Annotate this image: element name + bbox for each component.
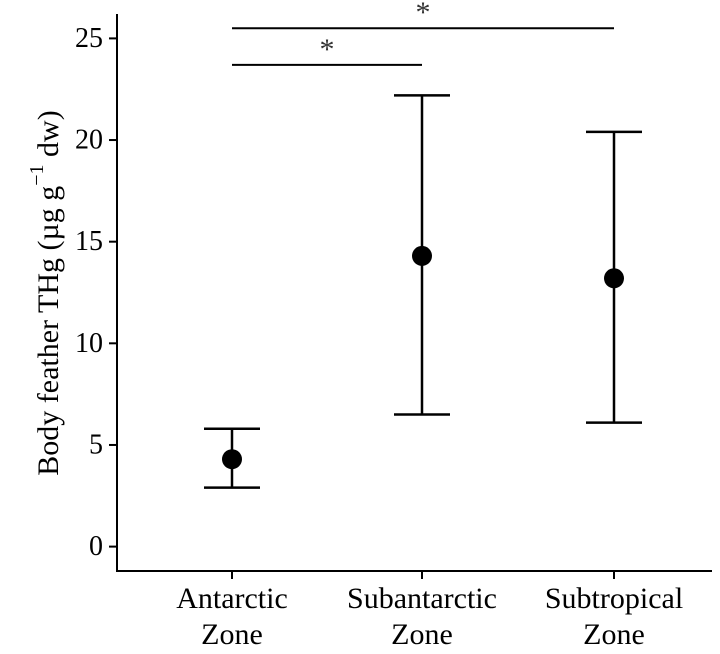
y-tick-label: 25 (75, 23, 103, 54)
x-tick-label: Subantarctic Zone (347, 582, 497, 651)
error-bar-group (394, 94, 450, 416)
x-tick-label-line: Antarctic (176, 582, 288, 615)
y-tick-label: 5 (89, 429, 103, 460)
error-bar-group (586, 130, 642, 424)
x-tick-label: Subtropical Zone (545, 582, 683, 651)
y-tick-label: 0 (89, 531, 103, 562)
significance-layer: ** (232, 0, 614, 66)
y-axis-title-part: dw) (32, 110, 65, 164)
x-tick-label-line: Subantarctic (347, 582, 497, 615)
x-tick-label: Antarctic Zone (176, 582, 288, 651)
significance-marker: * (416, 0, 431, 29)
x-tick-label-line: Zone (391, 618, 453, 651)
y-axis-title-part: −1 (26, 164, 48, 185)
y-axis-title-part: Body feather THg (µg g (32, 186, 65, 476)
marks-layer (204, 94, 642, 489)
x-tick-label-line: Zone (201, 618, 263, 651)
mean-point (604, 268, 624, 289)
axes-layer (109, 14, 712, 579)
y-axis-title: Body feather THg (µg g−1 dw) (26, 110, 65, 475)
significance-marker: * (320, 33, 335, 66)
y-tick-label: 10 (75, 328, 103, 359)
error-bar-group (204, 427, 260, 489)
y-tick-label: 20 (75, 125, 103, 156)
x-tick-label-line: Zone (583, 618, 645, 651)
mean-point (222, 449, 242, 470)
y-tick-label: 15 (75, 226, 103, 257)
x-tick-label-line: Subtropical (545, 582, 683, 615)
mean-point (412, 245, 432, 266)
